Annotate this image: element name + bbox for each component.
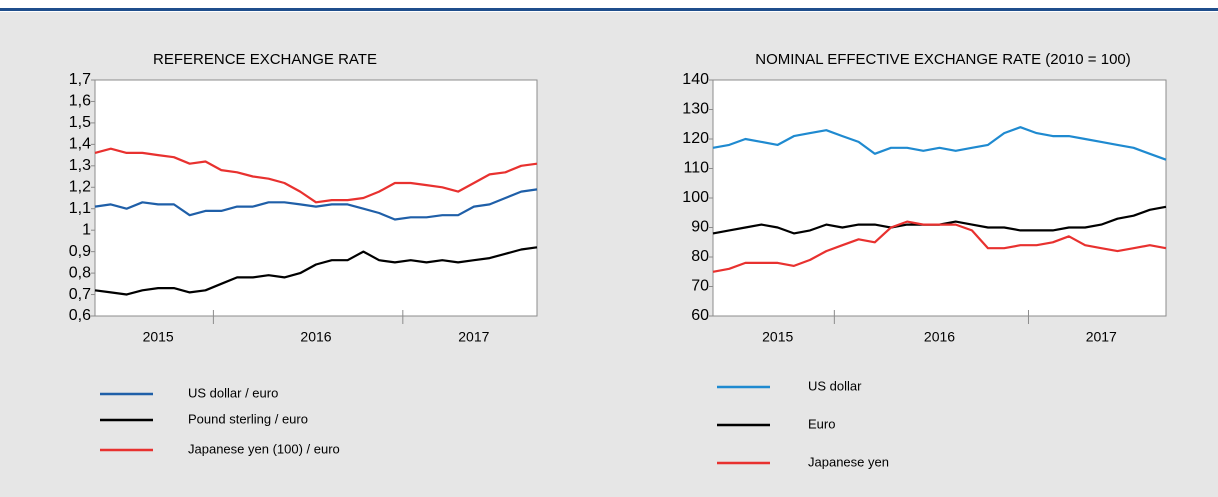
y-tick-label: 140 — [682, 71, 709, 88]
y-tick-label: 1,3 — [69, 157, 91, 174]
y-tick-label: 80 — [691, 248, 709, 265]
legend-label: US dollar — [808, 378, 862, 393]
y-tick-label: 120 — [682, 130, 709, 147]
y-tick-label: 110 — [683, 160, 709, 177]
x-tick-label: 2016 — [924, 329, 955, 345]
y-tick-label: 0,8 — [69, 264, 91, 281]
y-tick-label: 60 — [691, 307, 709, 324]
legend-label: US dollar / euro — [188, 385, 278, 400]
y-tick-label: 1,6 — [69, 93, 91, 110]
y-tick-label: 0,7 — [69, 286, 91, 303]
top-rule — [0, 8, 1218, 11]
series-line — [94, 246, 538, 296]
chart-title: NOMINAL EFFECTIVE EXCHANGE RATE (2010 = … — [755, 51, 1131, 68]
x-tick-label: 2015 — [762, 329, 793, 345]
series-line — [712, 220, 1167, 273]
chart-title: REFERENCE EXCHANGE RATE — [153, 51, 377, 68]
series-line — [712, 126, 1167, 161]
plot-area — [712, 79, 1167, 317]
legend-label: Japanese yen — [808, 454, 889, 469]
x-tick-label: 2017 — [1086, 329, 1117, 345]
y-tick-label: 90 — [691, 219, 709, 236]
y-tick-label: 100 — [682, 189, 709, 206]
legend-label: Japanese yen (100) / euro — [188, 441, 340, 456]
y-tick-label: 70 — [691, 278, 709, 295]
x-tick-label: 2016 — [300, 329, 331, 345]
y-tick-label: 1,7 — [69, 71, 91, 88]
plot-area — [94, 79, 538, 317]
y-tick-label: 130 — [682, 101, 709, 118]
series-line — [94, 147, 538, 204]
y-tick-label: 1,1 — [69, 200, 91, 217]
y-tick-label: 1,2 — [69, 178, 91, 195]
y-tick-label: 1 — [82, 221, 91, 238]
legend-label: Pound sterling / euro — [188, 411, 308, 426]
legend-label: Euro — [808, 416, 835, 431]
series-line — [94, 188, 538, 221]
y-tick-label: 1,4 — [69, 136, 91, 153]
y-tick-label: 0,9 — [69, 243, 91, 260]
y-tick-label: 0,6 — [69, 307, 91, 324]
x-tick-label: 2015 — [143, 329, 174, 345]
y-tick-label: 1,5 — [69, 114, 91, 131]
x-tick-label: 2017 — [458, 329, 489, 345]
